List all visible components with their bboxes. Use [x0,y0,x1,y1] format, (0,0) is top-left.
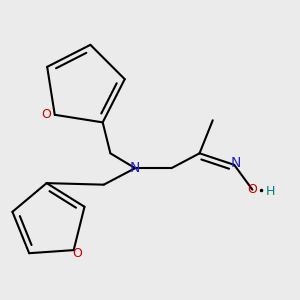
Text: O: O [72,247,82,260]
Text: O: O [248,183,257,196]
Text: O: O [42,108,51,121]
Text: N: N [231,156,241,170]
Text: H: H [266,185,275,198]
Text: N: N [130,161,140,175]
